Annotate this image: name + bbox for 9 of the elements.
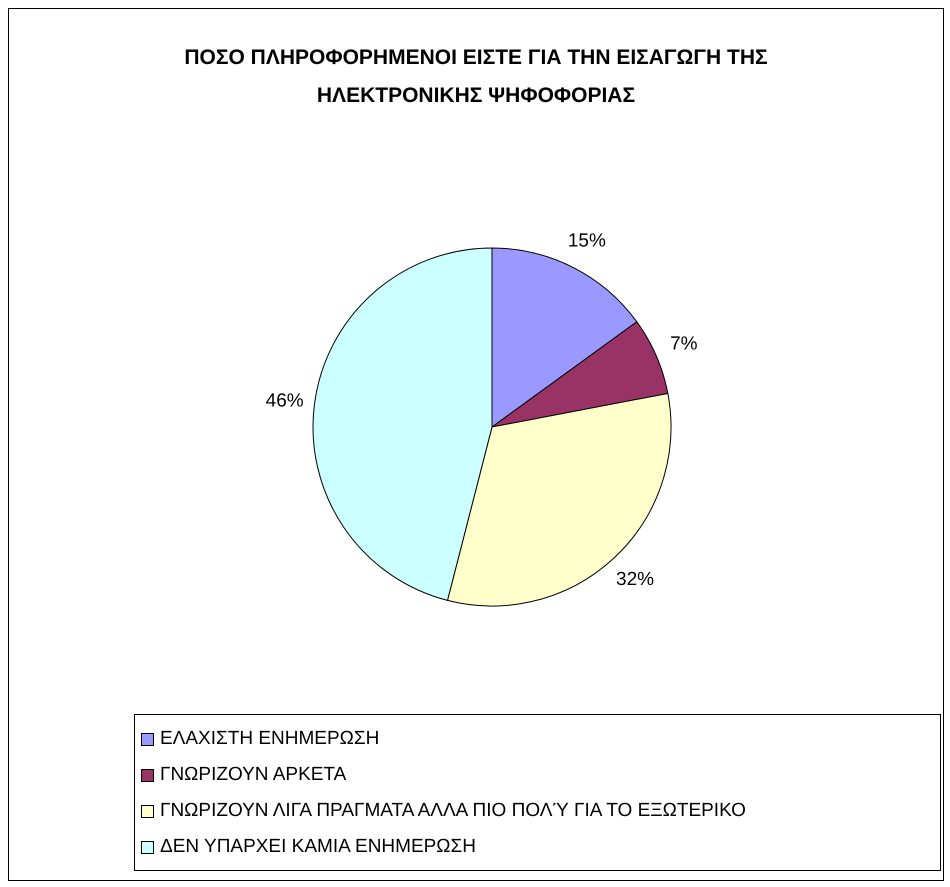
legend-label: ΔΕΝ ΥΠΑΡΧΕΙ ΚΑΜΙΑ ΕΝΗΜΕΡΩΣΗ: [160, 836, 476, 858]
data-label: 46%: [266, 390, 304, 412]
data-label: 15%: [568, 230, 606, 252]
legend-label: ΕΛΑΧΙΣΤΗ ΕΝΗΜΕΡΩΣΗ: [160, 728, 380, 750]
legend-label: ΓΝΩΡΙΖΟΥΝ ΑΡΚΕΤΑ: [160, 764, 346, 786]
data-label: 32%: [616, 568, 654, 590]
chart-title: ΠΟΣΟ ΠΛΗΡΟΦΟΡΗΜΕΝΟΙ ΕΙΣΤΕ ΓΙΑ ΤΗΝ ΕΙΣΑΓΩΓΗ ΤΗΣ ΗΛΕΚΤΡΟΝΙΚΗΣ ΨΗΦΟΦΟΡΙΑΣ: [183, 45, 769, 109]
legend-label: ΓΝΩΡΙΖΟΥΝ ΛΙΓΑ ΠΡΑΓΜΑΤΑ ΑΛΛΑ ΠΙΟ ΠΟΛΎ ΓΙΑ ΤΟ ΕΞΩΤΕΡΙΚΟ: [160, 800, 746, 822]
data-label: 7%: [670, 333, 698, 354]
